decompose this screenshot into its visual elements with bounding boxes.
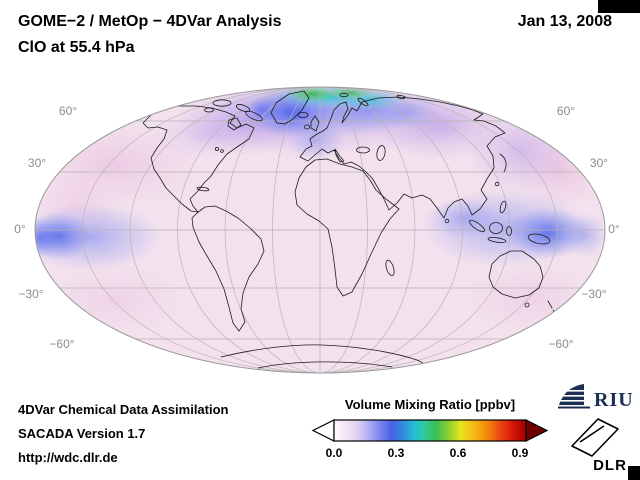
footer-line-version: SACADA Version 1.7	[18, 426, 146, 441]
latitude-label-s30-left: −30°	[18, 287, 44, 301]
latitude-label-60-right: 60°	[556, 104, 576, 118]
latitude-label-30-right: 30°	[589, 156, 609, 170]
latitude-label-60-left: 60°	[58, 104, 78, 118]
colorbar-tick-3: 0.9	[511, 446, 529, 460]
latitude-label-s30-right: −30°	[581, 287, 607, 301]
dlr-mark-icon	[571, 418, 619, 457]
coastlines	[142, 90, 558, 370]
latitude-label-0-left: 0°	[14, 222, 26, 236]
riu-text: RIU	[594, 389, 634, 411]
colorbar-tick-2: 0.6	[449, 446, 467, 460]
riu-sail-icon	[558, 384, 590, 409]
colorbar-tick-0: 0.0	[325, 446, 343, 460]
dlr-text: DLR	[593, 457, 627, 472]
footer-line-url: http://wdc.dlr.de	[18, 450, 118, 465]
latitude-label-0-right: 0°	[608, 222, 620, 236]
map-boundary	[34, 86, 606, 374]
footer-line-assimilation: 4DVar Chemical Data Assimilation	[18, 402, 229, 417]
corner-box-bottom-right	[628, 466, 640, 480]
clo-field-layer	[35, 87, 605, 373]
riu-logo: RIU	[558, 384, 634, 411]
colorbar-gradient	[333, 419, 527, 442]
dlr-logo: DLR	[571, 418, 627, 472]
colorbar	[311, 419, 549, 442]
figure-title: GOME−2 / MetOp − 4DVar Analysis	[18, 13, 282, 30]
figure-date: Jan 13, 2008	[517, 13, 612, 30]
latitude-label-s60-right: −60°	[548, 337, 574, 351]
latitude-label-30-left: 30°	[27, 156, 47, 170]
corner-box-top-right	[598, 0, 640, 13]
latitude-label-s60-left: −60°	[49, 337, 75, 351]
colorbar-title: Volume Mixing Ratio [ppbv]	[344, 397, 516, 412]
colorbar-tick-1: 0.3	[387, 446, 405, 460]
colorbar-over-arrow	[525, 419, 549, 442]
colorbar-under-arrow	[311, 419, 335, 442]
figure-subtitle: ClO at 55.4 hPa	[18, 39, 135, 56]
